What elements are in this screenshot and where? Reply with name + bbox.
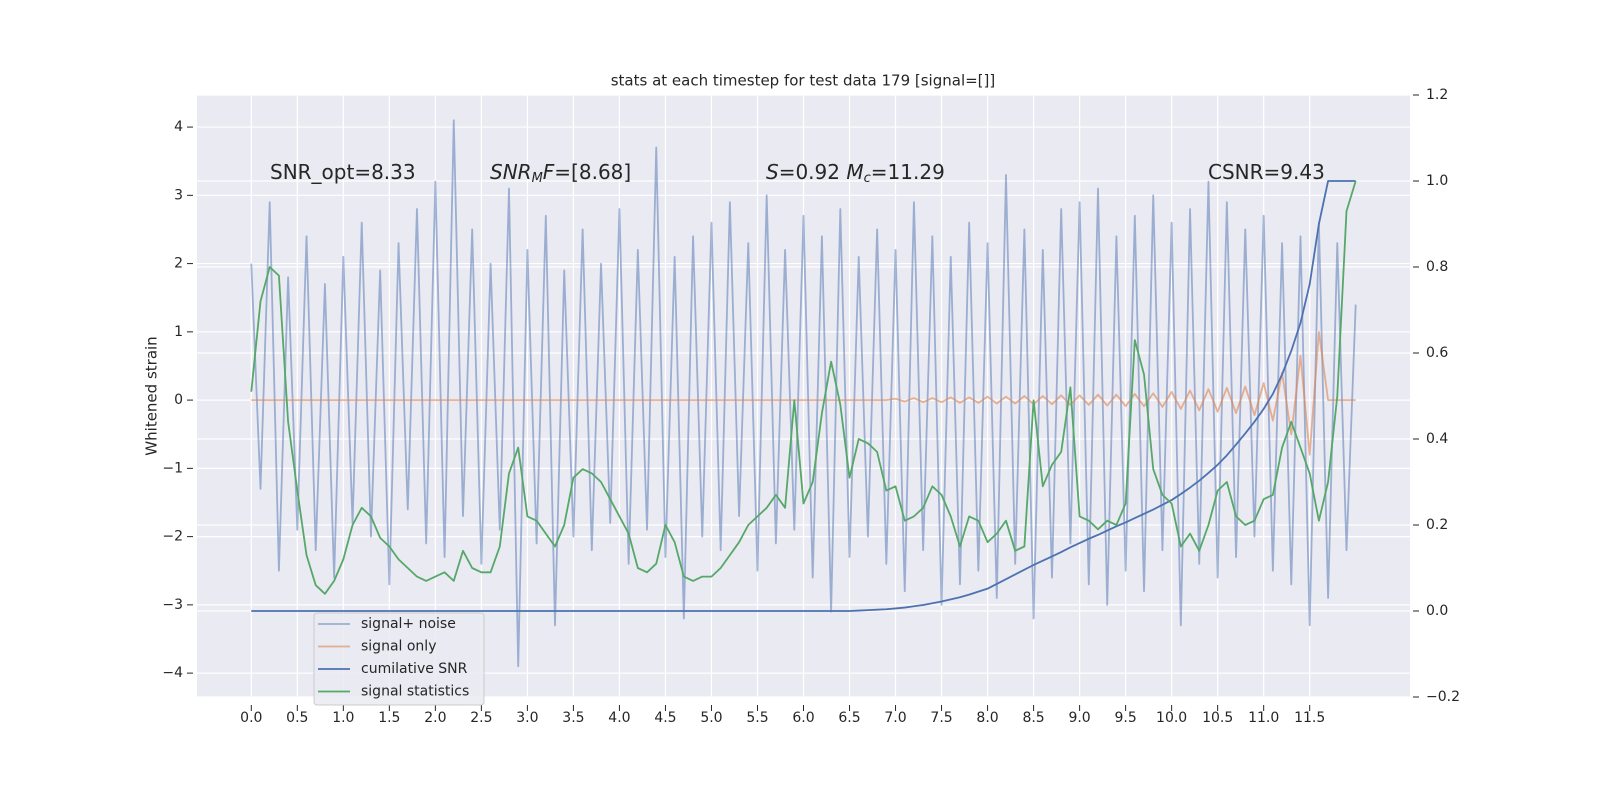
- y2-tick-label: 0.0: [1426, 603, 1448, 619]
- x-tick-label: 1.0: [332, 710, 354, 726]
- x-tick-label: 6.0: [792, 710, 814, 726]
- annotation-part: =0.92: [779, 160, 847, 184]
- y-tick-label: −1: [162, 460, 183, 476]
- x-tick-label: 1.5: [378, 710, 400, 726]
- x-tick-label: 8.5: [1022, 710, 1044, 726]
- annotation: SNRMF=[8.68]: [490, 160, 631, 186]
- legend-label: signal statistics: [361, 684, 469, 700]
- y-tick-label: 2: [174, 256, 183, 272]
- annotation: SNR_opt=8.33: [270, 160, 416, 184]
- x-tick-label: 11.0: [1248, 710, 1279, 726]
- annotation: CSNR=9.43: [1208, 160, 1325, 184]
- x-tick-label: 9.5: [1114, 710, 1136, 726]
- annotation-part: CSNR=9.43: [1208, 160, 1325, 184]
- x-tick-label: 10.5: [1202, 710, 1233, 726]
- x-tick-label: 5.0: [700, 710, 722, 726]
- x-tick-label: 10.0: [1156, 710, 1187, 726]
- x-tick-label: 4.5: [654, 710, 676, 726]
- y-tick-label: −2: [162, 529, 183, 545]
- annotation-part: =11.29: [871, 160, 945, 184]
- x-tick-label: 0.5: [286, 710, 308, 726]
- y2-tick-label: 1.0: [1426, 173, 1448, 189]
- chart-title: stats at each timestep for test data 179…: [611, 72, 996, 90]
- annotation-part: S: [766, 160, 779, 184]
- y-tick-label: −4: [162, 665, 183, 681]
- y2-tick-label: 0.4: [1426, 431, 1448, 447]
- annotation-part: F: [543, 160, 555, 184]
- x-tick-label: 2.5: [470, 710, 492, 726]
- annotation-part: =[8.68]: [554, 160, 631, 184]
- annotation-part: c: [864, 171, 871, 186]
- annotation: S=0.92 Mc=11.29: [766, 160, 945, 186]
- series-line: [251, 330, 1356, 456]
- y-tick-label: 1: [174, 324, 183, 340]
- series-line: [250, 119, 1357, 668]
- legend-box: [313, 612, 485, 706]
- x-tick-label: 5.5: [746, 710, 768, 726]
- legend-label: signal only: [361, 639, 436, 655]
- labels: 0.0 0.5 1.0 1.5 2.0 2.5 3.0 3.5 4.0 4.5 5.0 5.5 6.0 6…: [162, 87, 1460, 726]
- y2-tick-label: 1.2: [1426, 87, 1448, 103]
- y-tick-label: 3: [174, 187, 183, 203]
- marks: [250, 119, 1357, 668]
- x-tick-label: 4.0: [608, 710, 630, 726]
- x-tick-label: 3.0: [516, 710, 538, 726]
- x-tick-label: 8.0: [976, 710, 998, 726]
- y2-tick-label: 0.8: [1426, 259, 1448, 275]
- y-tick-label: 0: [174, 392, 183, 408]
- y2-tick-label: −0.2: [1426, 689, 1460, 705]
- legend-label: signal+ noise: [361, 616, 456, 632]
- legend-label: cumilative SNR: [361, 661, 468, 677]
- y2-tick-label: 0.2: [1426, 517, 1448, 533]
- x-tick-label: 7.5: [930, 710, 952, 726]
- y2-tick-label: 0.6: [1426, 345, 1448, 361]
- x-tick-label: 7.0: [884, 710, 906, 726]
- annotation-part: SNR: [490, 160, 532, 184]
- series-line: [250, 180, 1357, 595]
- x-tick-label: 11.5: [1294, 710, 1325, 726]
- x-tick-label: 3.5: [562, 710, 584, 726]
- annotation-part: M: [532, 171, 543, 186]
- annotation-part: SNR_opt=8.33: [270, 160, 416, 184]
- y-tick-label: 4: [174, 119, 183, 135]
- x-tick-label: 0.0: [240, 710, 262, 726]
- y-axis-label: Whitened strain: [143, 336, 161, 455]
- y-tick-label: −3: [162, 597, 183, 613]
- x-tick-label: 2.0: [424, 710, 446, 726]
- x-tick-label: 9.0: [1068, 710, 1090, 726]
- series-line: [251, 180, 1356, 612]
- annotation-part: M: [846, 160, 863, 184]
- x-tick-label: 6.5: [838, 710, 860, 726]
